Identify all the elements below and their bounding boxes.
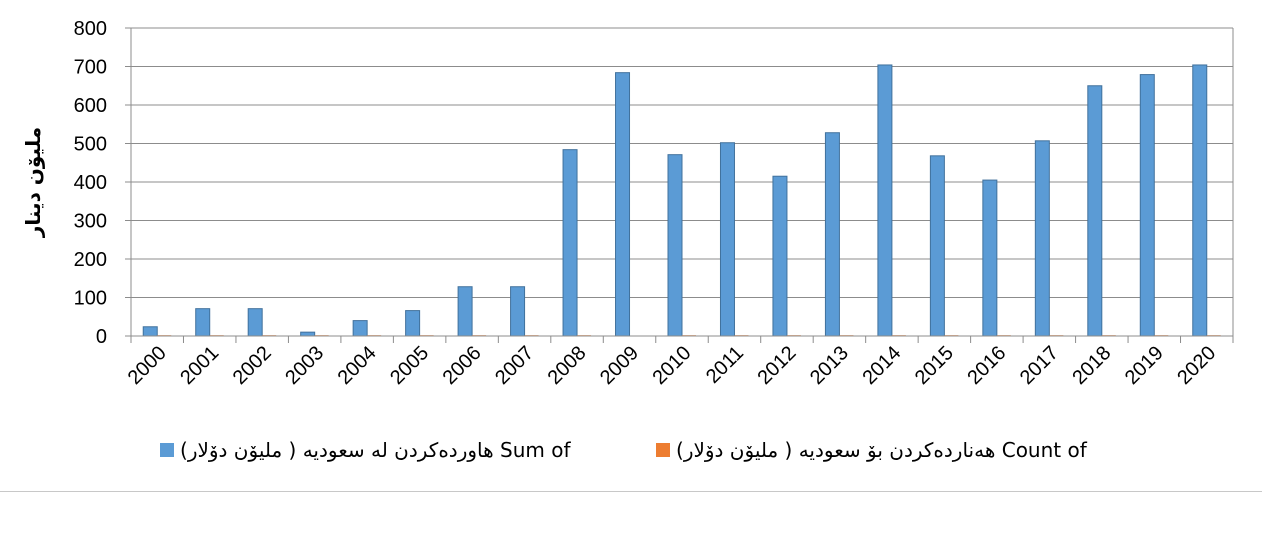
bar-sum-2006 — [457, 286, 473, 337]
y-tick-label: 300 — [74, 211, 107, 233]
x-tick-label: 2009 — [596, 342, 643, 389]
x-tick-label: 2018 — [1068, 342, 1115, 389]
x-tick-label: 2020 — [1173, 342, 1220, 389]
y-axis-label: ملیۆن دینار — [21, 127, 45, 238]
legend-swatch-blue — [160, 443, 174, 457]
bar-sum-2017 — [1034, 140, 1050, 337]
x-tick-label: 2013 — [806, 342, 853, 389]
x-tick-label: 2010 — [649, 342, 696, 389]
legend-label-series-2: (هەناردەکردن بۆ سعودیە ( ملیۆن دۆلار Cou… — [676, 438, 1087, 462]
y-tick-label: 800 — [74, 18, 107, 40]
x-tick-label: 2016 — [963, 342, 1010, 389]
bar-sum-2002 — [247, 308, 263, 337]
bar-sum-2018 — [1087, 85, 1103, 337]
y-tick-label: 700 — [74, 57, 107, 79]
bar-sum-2014 — [877, 64, 893, 337]
bar-sum-2001 — [195, 308, 211, 337]
y-tick-label: 200 — [74, 249, 107, 271]
legend-item-series-1: (هاوردەکردن لە سعودیە ( ملیۆن دۆلار Sum … — [160, 438, 571, 462]
bar-sum-2011 — [719, 142, 735, 337]
x-tick-label: 2015 — [911, 342, 958, 389]
bar-sum-2013 — [824, 132, 840, 337]
bars — [142, 64, 1221, 337]
y-tick-label: 0 — [96, 326, 107, 348]
bar-sum-2009 — [615, 72, 631, 337]
x-tick-label: 2014 — [858, 342, 905, 389]
x-tick-label: 2002 — [229, 342, 276, 389]
bar-sum-2003 — [300, 331, 316, 337]
x-tick-labels: 2000 2001 2002 2003 2004 2005 2006 2007 2008 2009… — [124, 342, 1221, 389]
y-tick-labels: 0 100 200 300 400 500 600 700 800 — [74, 18, 107, 348]
y-tick-label: 600 — [74, 95, 107, 117]
axes — [125, 27, 1234, 343]
bar-sum-2012 — [772, 175, 788, 337]
x-tick-label: 2008 — [544, 342, 591, 389]
bar-sum-2008 — [562, 149, 578, 337]
legend-swatch-orange — [656, 443, 670, 457]
bar-sum-2005 — [405, 310, 421, 337]
x-tick-label: 2019 — [1121, 342, 1168, 389]
bar-sum-2015 — [929, 155, 945, 337]
bar-sum-2004 — [352, 320, 368, 337]
legend-item-series-2: (هەناردەکردن بۆ سعودیە ( ملیۆن دۆلار Cou… — [656, 438, 1087, 462]
legend-label-series-1: (هاوردەکردن لە سعودیە ( ملیۆن دۆلار Sum … — [180, 438, 571, 462]
x-tick-label: 2011 — [702, 342, 748, 388]
y-tick-label: 100 — [74, 288, 107, 310]
x-tick-label: 2017 — [1016, 342, 1063, 389]
bar-sum-2010 — [667, 154, 683, 337]
x-tick-label: 2005 — [386, 342, 433, 389]
bar-sum-2007 — [510, 286, 526, 337]
x-tick-label: 2000 — [124, 342, 171, 389]
x-tick-label: 2003 — [281, 342, 328, 389]
bar-sum-2016 — [982, 179, 998, 337]
y-tick-label: 500 — [74, 134, 107, 156]
bar-sum-2020 — [1192, 64, 1208, 337]
x-tick-label: 2012 — [753, 342, 800, 389]
bar-sum-2019 — [1139, 74, 1155, 337]
legend: (هاوردەکردن لە سعودیە ( ملیۆن دۆلار Sum … — [0, 438, 1262, 466]
x-tick-label: 2004 — [334, 342, 381, 389]
x-tick-label: 2007 — [491, 342, 538, 389]
y-tick-label: 400 — [74, 172, 107, 194]
x-tick-label: 2006 — [439, 342, 486, 389]
bar-sum-2000 — [142, 326, 158, 337]
bottom-divider — [0, 491, 1262, 492]
x-tick-label: 2001 — [176, 342, 223, 389]
